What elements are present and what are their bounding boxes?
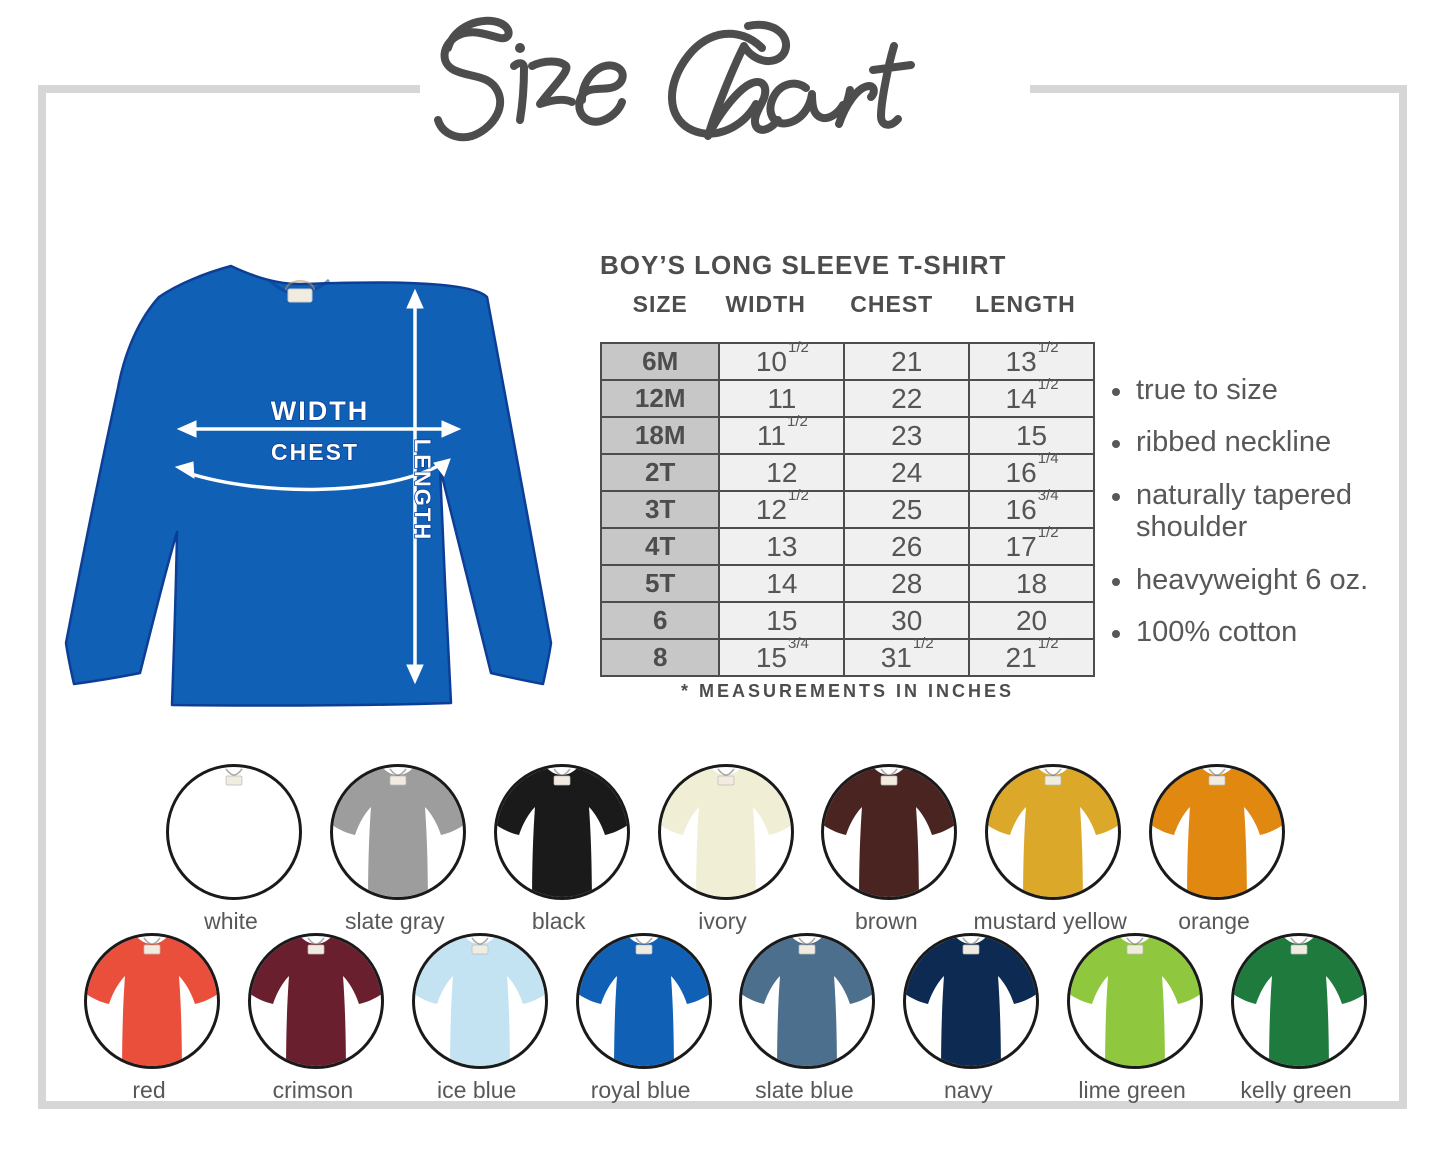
- svg-text:WIDTH: WIDTH: [271, 396, 369, 426]
- svg-text:LENGTH: LENGTH: [410, 439, 435, 541]
- svg-text:CHEST: CHEST: [271, 439, 359, 465]
